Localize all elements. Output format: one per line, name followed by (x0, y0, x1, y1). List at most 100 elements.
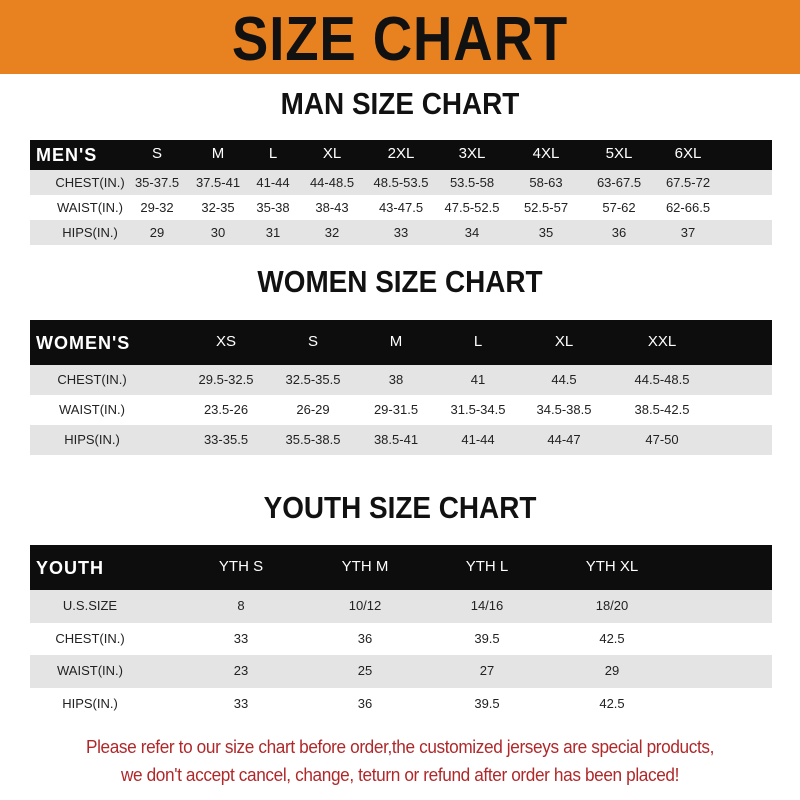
table-cell: 48.5-53.5 (373, 174, 429, 190)
table-cell: 47-50 (645, 432, 679, 447)
size-header: L (268, 145, 278, 162)
table-cell: 26-29 (296, 402, 330, 417)
row-label: HIPS(IN.) (62, 224, 118, 240)
row-label: HIPS(IN.) (62, 695, 118, 711)
table-cell: 32-35 (201, 199, 235, 215)
size-header: 5XL (605, 145, 633, 162)
size-header: YTH XL (585, 557, 639, 575)
table-cell: 32 (324, 224, 340, 240)
table-row: HIPS(IN.) 29 30 31 32 33 34 35 36 37 (30, 220, 772, 245)
table-cell: 33-35.5 (203, 432, 249, 447)
table-cell: 8 (237, 598, 245, 614)
note-line-2: we don't accept cancel, change, teturn o… (120, 764, 680, 785)
table-cell: 63-67.5 (596, 174, 642, 190)
table-cell: 18/20 (595, 598, 629, 614)
table-cell: 34.5-38.5 (536, 402, 592, 417)
size-header: YTH S (218, 557, 264, 575)
table-header-label: YOUTH (36, 557, 104, 578)
table-cell: 29-31.5 (373, 402, 419, 417)
table-cell: 38-43 (315, 199, 349, 215)
size-header: YTH L (465, 557, 509, 575)
table-cell: 41-44 (256, 174, 290, 190)
table-cell: 36 (611, 224, 627, 240)
table-cell: 23.5-26 (203, 402, 249, 417)
table-header: MEN'S S M L XL 2XL 3XL 4XL 5XL 6XL (30, 140, 772, 170)
size-header: L (473, 332, 483, 350)
table-row: WAIST(IN.) 29-32 32-35 35-38 38-43 43-47.5 47.… (30, 195, 772, 220)
table-cell: 35 (538, 224, 554, 240)
table-cell: 36 (357, 630, 373, 646)
table-row: CHEST(IN.) 35-37.5 37.5-41 41-44 44-48.5 48.5… (30, 170, 772, 195)
row-label: CHEST(IN.) (57, 372, 127, 387)
table-header-label: WOMEN'S (36, 332, 131, 353)
table-cell: 44.5-48.5 (634, 372, 690, 387)
table-cell: 44-47 (547, 432, 581, 447)
table-cell: 57-62 (602, 199, 636, 215)
table-cell: 36 (357, 695, 373, 711)
table-cell: 47.5-52.5 (444, 199, 500, 215)
table-cell: 53.5-58 (449, 174, 495, 190)
table-cell: 62-66.5 (665, 199, 711, 215)
table-cell: 42.5 (599, 630, 625, 646)
size-header: XL (322, 145, 342, 162)
banner: SIZE CHART (0, 0, 800, 74)
table-cell: 33 (233, 630, 249, 646)
table-cell: 31.5-34.5 (450, 402, 506, 417)
table-row: HIPS(IN.) 33-35.5 35.5-38.5 38.5-41 41-44 44-… (30, 425, 772, 455)
table-cell: 32.5-35.5 (285, 372, 341, 387)
table-cell: 42.5 (599, 695, 625, 711)
table-cell: 41 (470, 372, 486, 387)
size-header: XL (554, 332, 574, 350)
size-header: S (307, 332, 319, 350)
table-cell: 41-44 (461, 432, 495, 447)
table-cell: 67.5-72 (665, 174, 711, 190)
size-header: XS (215, 332, 237, 350)
table-cell: 37 (680, 224, 696, 240)
table-cell: 33 (393, 224, 409, 240)
row-label: CHEST(IN.) (55, 630, 125, 646)
table-cell: 10/12 (348, 598, 382, 614)
table-header: WOMEN'S XS S M L XL XXL (30, 320, 772, 365)
size-header: S (151, 145, 163, 162)
page-title: SIZE CHART (231, 5, 569, 74)
table-cell: 58-63 (529, 174, 563, 190)
row-label: WAIST(IN.) (57, 663, 123, 679)
row-label: WAIST(IN.) (57, 199, 123, 215)
table-header-label: MEN'S (36, 145, 98, 165)
table-cell: 35-37.5 (134, 174, 180, 190)
women-section-title: WOMEN SIZE CHART (257, 264, 543, 299)
row-label: U.S.SIZE (62, 598, 118, 614)
table-row: WAIST(IN.) 23.5-26 26-29 29-31.5 31.5-34.5 34… (30, 395, 772, 425)
row-label: CHEST(IN.) (55, 174, 125, 190)
table-cell: 29 (149, 224, 165, 240)
table-cell: 14/16 (470, 598, 504, 614)
table-cell: 38.5-41 (373, 432, 419, 447)
table-cell: 44.5 (551, 372, 577, 387)
table-row: U.S.SIZE 8 10/12 14/16 18/20 (30, 590, 772, 623)
size-header: XXL (647, 332, 677, 350)
table-cell: 52.5-57 (523, 199, 569, 215)
men-section-title: MAN SIZE CHART (280, 86, 520, 121)
table-cell: 30 (210, 224, 226, 240)
table-cell: 35.5-38.5 (285, 432, 341, 447)
table-cell: 38.5-42.5 (634, 402, 690, 417)
table-cell: 37.5-41 (195, 174, 241, 190)
table-cell: 27 (479, 663, 495, 679)
table-cell: 25 (357, 663, 373, 679)
size-header: 3XL (458, 145, 486, 162)
note-line-1: Please refer to our size chart before or… (85, 736, 715, 757)
table-cell: 29.5-32.5 (198, 372, 254, 387)
row-label: HIPS(IN.) (64, 432, 120, 447)
table-cell: 29-32 (140, 199, 174, 215)
size-header: 2XL (387, 145, 415, 162)
size-header: M (389, 332, 403, 350)
youth-section-title: YOUTH SIZE CHART (263, 490, 537, 525)
table-row: HIPS(IN.) 33 36 39.5 42.5 (30, 688, 772, 721)
table-row: CHEST(IN.) 29.5-32.5 32.5-35.5 38 41 44.5 44.5… (30, 365, 772, 395)
table-row: WAIST(IN.) 23 25 27 29 (30, 655, 772, 688)
table-cell: 31 (265, 224, 281, 240)
table-cell: 39.5 (474, 695, 500, 711)
table-cell: 33 (233, 695, 249, 711)
table-cell: 44-48.5 (309, 174, 355, 190)
size-header: 4XL (532, 145, 560, 162)
